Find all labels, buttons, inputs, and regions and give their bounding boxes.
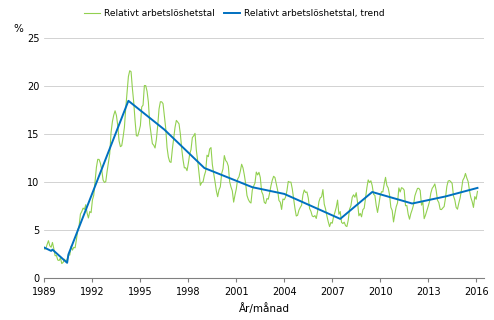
Relativt arbetslöshetstal — [363, 196, 369, 200]
Relativt arbetslöshetstal — [115, 124, 121, 127]
Relativt arbetslöshetstal, trend — [475, 186, 481, 190]
Relativt arbetslöshetstal — [127, 69, 133, 73]
Relativt arbetslöshetstal, trend — [64, 261, 70, 265]
Relativt arbetslöshetstal — [41, 247, 47, 251]
Relativt arbetslöshetstal, trend — [41, 246, 47, 250]
Text: %: % — [14, 24, 24, 34]
Relativt arbetslöshetstal — [368, 179, 374, 183]
Relativt arbetslöshetstal, trend — [72, 236, 78, 239]
Relativt arbetslöshetstal, trend — [368, 191, 374, 195]
Relativt arbetslöshetstal, trend — [256, 187, 262, 190]
Line: Relativt arbetslöshetstal: Relativt arbetslöshetstal — [44, 71, 478, 263]
X-axis label: År/månad: År/månad — [239, 303, 290, 314]
Relativt arbetslöshetstal, trend — [363, 196, 369, 200]
Legend: Relativt arbetslöshetstal, Relativt arbetslöshetstal, trend: Relativt arbetslöshetstal, Relativt arbe… — [84, 9, 384, 18]
Relativt arbetslöshetstal, trend — [321, 210, 327, 214]
Line: Relativt arbetslöshetstal, trend: Relativt arbetslöshetstal, trend — [44, 101, 478, 263]
Relativt arbetslöshetstal — [475, 189, 481, 193]
Relativt arbetslöshetstal — [256, 171, 262, 174]
Relativt arbetslöshetstal, trend — [125, 99, 131, 103]
Relativt arbetslöshetstal — [321, 202, 327, 206]
Relativt arbetslöshetstal, trend — [115, 126, 121, 130]
Relativt arbetslöshetstal — [59, 261, 65, 265]
Relativt arbetslöshetstal — [72, 246, 78, 250]
